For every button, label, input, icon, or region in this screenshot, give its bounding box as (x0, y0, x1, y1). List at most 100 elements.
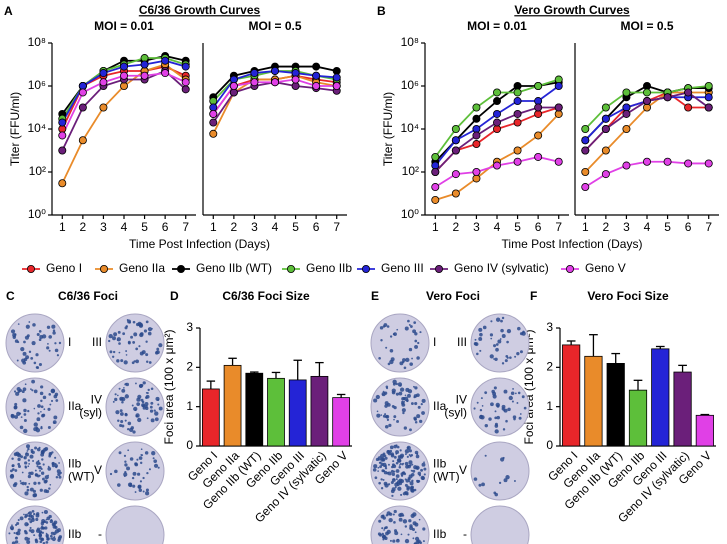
focus (493, 491, 497, 495)
focus (416, 414, 421, 419)
plate-label: IV (456, 393, 467, 407)
focus (494, 424, 499, 428)
focus (44, 526, 48, 530)
focus (13, 405, 18, 410)
focus (132, 471, 137, 476)
focus (493, 386, 497, 390)
focus (495, 402, 500, 408)
focus (151, 451, 156, 456)
focus (49, 483, 52, 486)
focus (11, 465, 14, 468)
focus (41, 334, 47, 339)
focus (511, 400, 514, 403)
focus (19, 480, 22, 482)
focus (508, 395, 513, 401)
data-point (472, 167, 481, 176)
focus (56, 354, 60, 357)
focus (23, 456, 27, 460)
legend-label: Geno IIa (119, 261, 165, 275)
focus (401, 397, 405, 401)
focus (52, 329, 56, 332)
legend-marker (361, 264, 370, 273)
focus (414, 332, 418, 336)
subtitle: MOI = 0.5 (620, 19, 673, 33)
focus (33, 534, 36, 537)
plate (370, 505, 430, 544)
focus (42, 395, 47, 400)
focus (52, 420, 57, 425)
focus (488, 417, 492, 421)
focus (134, 409, 137, 412)
y-tick-label: 10⁶ (28, 78, 46, 92)
data-point (120, 62, 129, 71)
panel-label: A (4, 4, 13, 18)
focus (49, 403, 52, 406)
focus (24, 531, 28, 535)
data-point (181, 85, 190, 94)
focus (495, 317, 501, 322)
focus (31, 510, 35, 513)
focus (489, 333, 494, 337)
plate-label: IIb (68, 527, 82, 541)
focus (411, 357, 413, 360)
data-point (78, 103, 87, 112)
focus (389, 445, 394, 450)
focus (385, 415, 389, 418)
focus (402, 462, 405, 465)
focus (57, 472, 61, 477)
data-point (554, 103, 563, 112)
focus (27, 512, 30, 515)
focus (24, 522, 29, 527)
focus (27, 537, 30, 541)
focus (55, 399, 59, 402)
focus (135, 359, 139, 364)
focus (33, 422, 38, 427)
data-point (513, 109, 522, 118)
focus (421, 462, 426, 467)
data-point (534, 152, 543, 161)
focus (25, 355, 30, 360)
focus (32, 517, 35, 520)
focus (417, 479, 421, 483)
focus (44, 479, 48, 483)
focus (20, 347, 25, 352)
focus (390, 469, 394, 473)
focus (130, 335, 134, 339)
y-axis-title: Titer (FFU/ml) (381, 92, 395, 166)
focus (36, 474, 40, 478)
focus (26, 488, 30, 492)
focus (385, 514, 389, 517)
focus (391, 494, 394, 497)
focus (149, 409, 154, 413)
focus (57, 528, 61, 533)
focus (489, 354, 494, 359)
focus (132, 430, 136, 434)
subtitle: MOI = 0.01 (94, 19, 154, 33)
data-point (291, 75, 300, 84)
focus (521, 395, 525, 399)
focus (398, 391, 403, 396)
focus (28, 529, 32, 532)
focus (412, 537, 415, 540)
y-tick-label: 10² (29, 164, 46, 178)
focus (10, 329, 16, 334)
focus (502, 456, 505, 460)
panel-label: C (6, 289, 15, 303)
focus (24, 461, 28, 465)
data-point (78, 136, 87, 145)
focus (37, 481, 41, 485)
focus (420, 468, 424, 472)
plate-label: IIb (433, 527, 447, 541)
focus (391, 472, 396, 476)
focus (491, 389, 495, 394)
focus (391, 487, 396, 492)
x-axis-title: Time Post Infection (Days) (502, 237, 643, 251)
focus (516, 352, 520, 356)
focus (497, 339, 502, 344)
focus (401, 408, 406, 413)
focus (137, 485, 142, 489)
focus (118, 451, 122, 455)
plate-label: IV (91, 393, 102, 407)
focus (16, 359, 19, 362)
focus (414, 420, 418, 424)
